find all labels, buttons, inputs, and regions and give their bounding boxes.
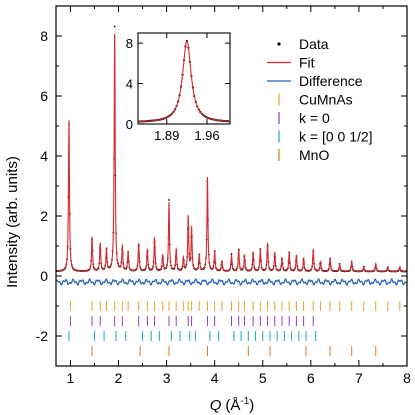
legend-label: CuMnAs [299,92,353,108]
legend-entry: k = [0 0 1/2] [278,129,373,145]
plot-frame [55,5,408,367]
legend-label: k = 0 [299,110,330,126]
x-tick-label: 1 [67,370,75,386]
inset-frame [137,32,231,125]
legend-entry: Fit [267,55,315,71]
x-axis-label: Q (Å-1) [210,396,255,414]
x-axis-label-close: ) [249,397,254,414]
y-tick-label: 4 [40,148,48,164]
legend: Data Fit Difference CuMnAs k = 0 k = [0 0 1/2… [267,36,373,163]
x-axis-label-exponent: -1 [240,396,249,407]
inset-plot: 1.89 1.96 0 4 8 [126,32,231,143]
y-tick-label: 6 [40,88,48,104]
legend-entry: k = 0 [278,110,330,126]
data-point [113,25,116,28]
data-point [168,199,170,201]
legend-label: Data [299,36,329,52]
x-tick-label: 7 [355,370,363,386]
legend-label: k = [0 0 1/2] [299,129,373,145]
x-axis-label-symbol: Q [210,397,222,414]
inset-y-tick-label: 4 [126,77,133,92]
x-tick-label: 2 [115,370,123,386]
y-axis-label: Intensity (arb. units) [4,156,21,288]
fit-curve [56,33,407,272]
x-axis-label-unit: (Å [225,397,240,414]
difference-curve [56,278,408,286]
data-point [230,253,233,255]
tick-row-2 [68,331,317,341]
legend-entry: Difference [267,73,363,89]
inset-x-tick-label: 1.96 [194,128,219,143]
y-tick-label: -2 [36,328,49,344]
legend-entry: Data [277,36,329,52]
inset-y-tick-label: 0 [126,117,133,132]
y-tick-label: 0 [40,268,48,284]
data-points [56,25,407,273]
legend-entry: MnO [278,147,329,163]
x-tick-label: 5 [259,370,267,386]
tick-row-1 [69,316,314,326]
inset-x-tick-label: 1.89 [154,128,179,143]
y-tick-label: 2 [40,208,48,224]
x-tick-label: 6 [307,370,315,386]
y-tick-label: 8 [40,28,48,44]
main-plot: 1 2 3 4 5 6 7 8 -2 0 2 4 6 8 [36,5,411,386]
x-tick-label: 4 [211,370,219,386]
inset-y-tick-label: 8 [126,36,133,51]
x-tick-label: 8 [403,370,411,386]
legend-label: Fit [299,55,315,71]
x-tick-label: 3 [163,370,171,386]
tick-row-0 [69,301,401,311]
inset-fit-curve [139,40,229,123]
tick-row-3 [91,346,377,356]
legend-label: Difference [299,73,363,89]
legend-entry: CuMnAs [278,92,353,108]
legend-marker-dot [277,42,281,46]
legend-label: MnO [299,147,329,163]
